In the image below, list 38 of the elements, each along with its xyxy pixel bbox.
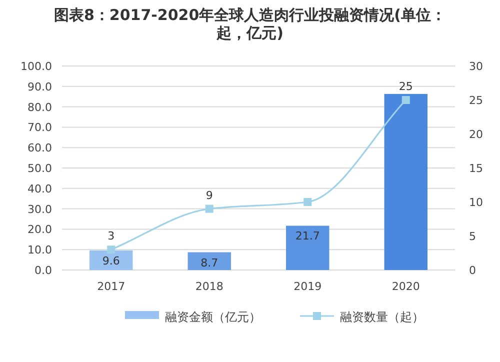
y-tick-label: 40.0 xyxy=(28,182,52,196)
y-tick-label: 30.0 xyxy=(28,202,52,216)
y-tick-label: 70.0 xyxy=(28,121,52,134)
bar xyxy=(188,252,231,270)
y2-tick-label: 25 xyxy=(469,94,483,107)
y2-tick-label: 5 xyxy=(469,230,476,243)
point xyxy=(402,96,410,104)
bar xyxy=(286,226,330,270)
point xyxy=(304,198,312,206)
x-tick-label: 2019 xyxy=(294,280,322,293)
data-label: 9.6 xyxy=(102,254,120,268)
y-tick-label: 20.0 xyxy=(28,223,52,236)
y2-tick-label: 10 xyxy=(469,196,483,209)
y-tick-label: 0.0 xyxy=(34,264,52,277)
y2-tick-label: 30 xyxy=(469,60,483,73)
y2-tick-label: 15 xyxy=(469,162,483,175)
y-tick-label: 90.0 xyxy=(28,80,52,94)
y-tick-label: 50.0 xyxy=(28,162,52,175)
legend-label: 融资金额（亿元） xyxy=(165,310,261,324)
point xyxy=(205,204,214,213)
point xyxy=(107,246,116,254)
data-label: 8.7 xyxy=(200,256,218,270)
chart-title: 图表8：2017-2020年全球人造肉行业投融资情况(单位：起，亿元) xyxy=(52,6,447,42)
y-tick-label: 100.0 xyxy=(20,60,52,73)
y2-tick-label: 20 xyxy=(469,128,483,141)
y-tick-label: 60.0 xyxy=(28,142,52,155)
bar xyxy=(384,94,428,270)
data-label: 3 xyxy=(108,230,115,243)
x-tick-label: 2017 xyxy=(97,280,126,293)
y2-tick-label: 0 xyxy=(469,264,476,277)
data-label: 25 xyxy=(398,80,413,93)
x-tick-label: 2018 xyxy=(195,280,224,293)
data-label: 9 xyxy=(206,188,213,202)
legend-label: 融资数量（起） xyxy=(340,310,424,324)
y-tick-label: 80.0 xyxy=(28,100,52,114)
data-label: 21.7 xyxy=(295,230,320,243)
x-tick-label: 2020 xyxy=(392,280,420,293)
y-tick-label: 10.0 xyxy=(28,244,52,257)
